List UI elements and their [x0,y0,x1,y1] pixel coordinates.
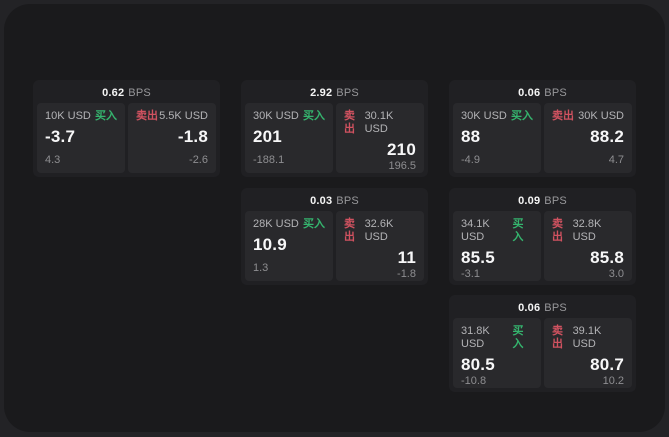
sell-change: 10.2 [602,375,624,387]
bps-value: 2.92 [310,87,333,99]
buy-button[interactable]: 买入 [95,110,117,122]
buy-panel[interactable]: 30K USD 买入 88 -4.9 [453,103,541,173]
sell-price: -1.8 [177,127,208,146]
bps-unit: BPS [544,195,567,207]
buy-button[interactable]: 买入 [512,218,524,243]
bps-header: 2.92 BPS [245,84,424,103]
quote-card-4: 0.03 BPS 28K USD 买入 10.9 1.3 卖出 32.6K USD… [241,188,428,285]
sell-change: -2.6 [189,154,208,166]
buy-button[interactable]: 买入 [303,218,325,230]
sell-price: 11 [397,248,416,267]
buy-amount: 30K USD [461,110,507,122]
quote-card-3: 0.06 BPS 30K USD 买入 88 -4.9 卖出 30K USD 88… [449,80,636,177]
buy-button[interactable]: 买入 [303,110,325,122]
buy-price: 80.5 [461,355,495,374]
sell-change: 3.0 [608,268,624,280]
sell-button[interactable]: 卖出 [344,218,355,243]
sell-button[interactable]: 卖出 [552,110,574,122]
bps-unit: BPS [544,87,567,99]
buy-change: -4.9 [461,154,480,166]
buy-button[interactable]: 买入 [511,110,533,122]
sell-panel[interactable]: 卖出 5.5K USD -1.8 -2.6 [128,103,216,173]
sell-change: 196.5 [388,160,416,172]
sell-amount: 30K USD [578,110,624,122]
sell-amount: 5.5K USD [159,110,208,122]
buy-price: 88 [461,127,481,146]
sell-change: -1.8 [397,268,416,280]
sell-price: 85.8 [590,248,624,267]
sell-panel[interactable]: 卖出 30K USD 88.2 4.7 [544,103,632,173]
sell-button[interactable]: 卖出 [552,218,563,243]
buy-change: -10.8 [461,375,487,387]
buy-amount: 34.1K USD [461,218,490,243]
sell-price: 88.2 [590,127,624,146]
quote-card-6: 0.06 BPS 31.8K USD 买入 80.5 -10.8 卖出 39.1K… [449,295,636,392]
buy-panel[interactable]: 10K USD 买入 -3.7 4.3 [37,103,125,173]
bps-unit: BPS [544,302,567,314]
sell-amount: 32.8K USD [572,218,602,243]
sell-panel[interactable]: 卖出 30.1K USD 210 196.5 [336,103,424,173]
buy-price: 85.5 [461,248,495,267]
bps-unit: BPS [336,195,359,207]
sell-change: 4.7 [608,154,624,166]
buy-panel[interactable]: 34.1K USD 买入 85.5 -3.1 [453,211,541,281]
sell-button[interactable]: 卖出 [136,110,158,122]
bps-unit: BPS [128,87,151,99]
sell-amount: 32.6K USD [364,218,394,243]
sell-price: 210 [387,140,416,159]
buy-price: 201 [253,127,282,146]
sell-button[interactable]: 卖出 [552,325,563,350]
buy-change: 4.3 [45,154,61,166]
sell-panel[interactable]: 卖出 32.8K USD 85.8 3.0 [544,211,632,281]
bps-header: 0.06 BPS [453,84,632,103]
buy-amount: 31.8K USD [461,325,490,350]
buy-amount: 28K USD [253,218,299,230]
sell-button[interactable]: 卖出 [344,110,355,135]
buy-amount: 10K USD [45,110,91,122]
buy-change: -3.1 [461,268,480,280]
buy-price: 10.9 [253,235,287,254]
buy-change: -188.1 [253,154,285,166]
bps-value: 0.62 [102,87,125,99]
bps-unit: BPS [336,87,359,99]
sell-panel[interactable]: 卖出 32.6K USD 11 -1.8 [336,211,424,281]
sell-amount: 39.1K USD [572,325,602,350]
sell-amount: 30.1K USD [364,110,394,135]
sell-panel[interactable]: 卖出 39.1K USD 80.7 10.2 [544,318,632,388]
bps-header: 0.09 BPS [453,192,632,211]
bps-header: 0.03 BPS [245,192,424,211]
quote-card-1: 0.62 BPS 10K USD 买入 -3.7 4.3 卖出 5.5K USD … [33,80,220,177]
buy-panel[interactable]: 28K USD 买入 10.9 1.3 [245,211,333,281]
buy-panel[interactable]: 31.8K USD 买入 80.5 -10.8 [453,318,541,388]
bps-header: 0.62 BPS [37,84,216,103]
bps-header: 0.06 BPS [453,299,632,318]
buy-amount: 30K USD [253,110,299,122]
bps-value: 0.06 [518,87,541,99]
bps-value: 0.06 [518,302,541,314]
bps-value: 0.09 [518,195,541,207]
buy-price: -3.7 [45,127,76,146]
buy-change: 1.3 [253,262,269,274]
buy-button[interactable]: 买入 [512,325,524,350]
app-window: 0.62 BPS 10K USD 买入 -3.7 4.3 卖出 5.5K USD … [4,4,665,432]
sell-price: 80.7 [590,355,624,374]
buy-panel[interactable]: 30K USD 买入 201 -188.1 [245,103,333,173]
quote-card-2: 2.92 BPS 30K USD 买入 201 -188.1 卖出 30.1K U… [241,80,428,177]
quote-card-5: 0.09 BPS 34.1K USD 买入 85.5 -3.1 卖出 32.8K … [449,188,636,285]
bps-value: 0.03 [310,195,333,207]
